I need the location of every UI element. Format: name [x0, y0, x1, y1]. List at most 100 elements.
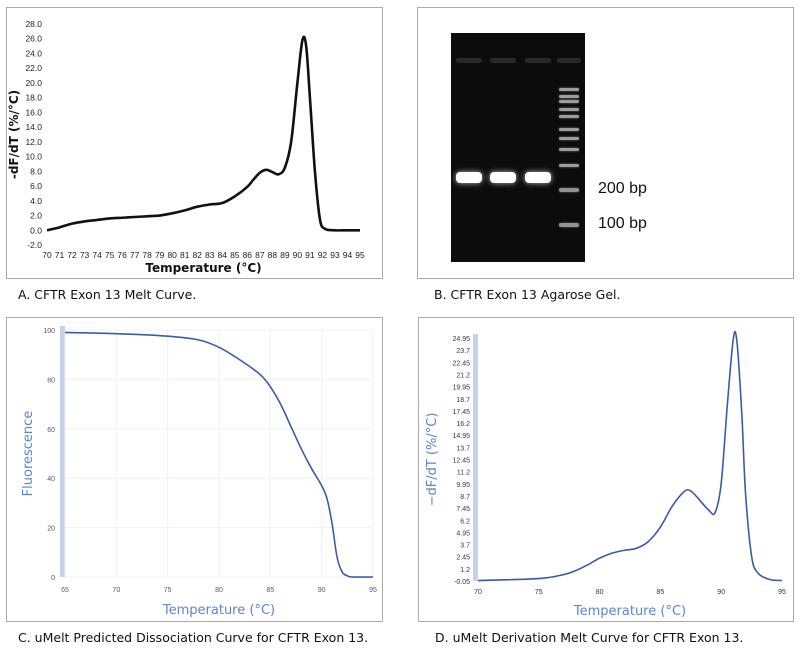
x-tick-label: 95 — [355, 250, 365, 260]
x-axis-label: Temperature (°C) — [573, 604, 686, 619]
x-tick-label: 77 — [130, 250, 140, 260]
y-tick-label: 80 — [47, 377, 55, 384]
y-tick-label: 0 — [51, 575, 55, 582]
y-tick-label: 18.0 — [25, 93, 42, 103]
ladder-band — [559, 88, 579, 91]
y-tick-label: 4.0 — [30, 196, 42, 206]
y-tick-label: 40 — [47, 476, 55, 483]
x-tick-label: 86 — [243, 250, 253, 260]
y-tick-label: 2.45 — [456, 555, 470, 562]
x-tick-label: 90 — [717, 589, 725, 596]
ladder-band — [559, 223, 579, 227]
x-tick-label: 85 — [266, 587, 274, 594]
y-tick-label: 60 — [47, 427, 55, 434]
y-tick-label: 14.0 — [25, 122, 42, 132]
y-axis-bar — [60, 326, 65, 577]
y-axis-label: −dF/dT (%/°C) — [425, 413, 440, 507]
caption-d: D. uMelt Derivation Melt Curve for CFTR … — [435, 630, 744, 645]
gel-well — [456, 58, 482, 63]
x-tick-label: 83 — [205, 250, 215, 260]
y-tick-label: 13.7 — [456, 445, 470, 452]
y-tick-label: 4.95 — [456, 530, 470, 537]
y-tick-label: 16.0 — [25, 107, 42, 117]
x-tick-label: 92 — [318, 250, 328, 260]
y-tick-label: 100 — [43, 328, 55, 335]
y-tick-label: 0.0 — [30, 225, 42, 235]
y-tick-label: -0.05 — [454, 579, 470, 586]
y-axis-bar — [473, 334, 478, 581]
y-tick-label: 23.7 — [456, 348, 470, 355]
marker-100bp-label: 100 bp — [598, 215, 647, 232]
y-tick-label: 1.2 — [460, 567, 470, 574]
x-tick-label: 78 — [142, 250, 152, 260]
y-tick-label: 20 — [47, 526, 55, 533]
y-tick-label: 22.0 — [25, 63, 42, 73]
x-tick-label: 82 — [193, 250, 203, 260]
x-tick-label: 79 — [155, 250, 165, 260]
y-tick-label: 6.2 — [460, 518, 470, 525]
y-tick-label: 19.95 — [452, 385, 470, 392]
sample-band — [525, 172, 551, 183]
x-tick-label: 80 — [167, 250, 177, 260]
y-tick-label: 24.0 — [25, 48, 42, 58]
panel-c-frame — [6, 317, 383, 622]
y-tick-label: 24.95 — [452, 336, 470, 343]
x-tick-label: 95 — [369, 587, 377, 594]
x-tick-label: 73 — [80, 250, 90, 260]
y-tick-label: 3.7 — [460, 543, 470, 550]
y-tick-label: 22.45 — [452, 360, 470, 367]
x-tick-label: 94 — [343, 250, 353, 260]
y-tick-label: 11.2 — [457, 470, 470, 477]
y-tick-label: 26.0 — [25, 34, 42, 44]
x-tick-label: 72 — [67, 250, 77, 260]
y-tick-label: 7.45 — [456, 506, 470, 513]
x-tick-label: 70 — [42, 250, 52, 260]
x-tick-label: 70 — [474, 589, 482, 596]
x-axis-label: Temperature (°C) — [145, 261, 261, 275]
x-tick-label: 75 — [164, 587, 172, 594]
y-tick-label: 14.95 — [452, 433, 470, 440]
ladder-band — [559, 115, 579, 118]
ladder-band — [559, 100, 579, 103]
x-tick-label: 91 — [305, 250, 315, 260]
panel-a-frame — [6, 7, 383, 279]
x-tick-label: 89 — [280, 250, 290, 260]
x-tick-label: 90 — [293, 250, 303, 260]
sample-band — [456, 172, 482, 183]
series-line — [64, 331, 374, 578]
y-tick-label: 17.45 — [452, 409, 470, 416]
ladder-band — [559, 108, 579, 111]
y-tick-label: 2.0 — [30, 211, 42, 221]
x-tick-label: 74 — [92, 250, 102, 260]
y-tick-label: 20.0 — [25, 78, 42, 88]
x-tick-label: 80 — [215, 587, 223, 594]
y-tick-label: 9.95 — [456, 482, 470, 489]
x-tick-label: 87 — [255, 250, 265, 260]
agarose-gel-image — [451, 33, 585, 262]
x-tick-label: 93 — [330, 250, 340, 260]
gel-well — [490, 58, 516, 63]
x-tick-label: 75 — [105, 250, 115, 260]
series-line — [477, 330, 783, 582]
x-tick-label: 65 — [61, 587, 69, 594]
x-tick-label: 88 — [268, 250, 278, 260]
y-tick-label: 8.7 — [460, 494, 470, 501]
ladder-band — [559, 148, 579, 151]
ladder-band — [559, 137, 579, 140]
x-axis-label: Temperature (°C) — [162, 603, 275, 618]
ladder-band — [559, 188, 579, 192]
x-tick-label: 81 — [180, 250, 190, 260]
panel-d-frame — [418, 317, 794, 622]
caption-c: C. uMelt Predicted Dissociation Curve fo… — [18, 630, 369, 645]
x-tick-label: 75 — [535, 589, 543, 596]
x-tick-label: 80 — [596, 589, 604, 596]
y-tick-label: 6.0 — [30, 181, 42, 191]
ladder-band — [559, 95, 579, 98]
y-tick-label: 12.0 — [25, 137, 42, 147]
y-axis-label: -dF/dT (%/°C) — [7, 90, 21, 179]
x-tick-label: 95 — [778, 589, 786, 596]
caption-a: A. CFTR Exon 13 Melt Curve. — [18, 287, 197, 302]
caption-b: B. CFTR Exon 13 Agarose Gel. — [434, 287, 621, 302]
x-tick-label: 84 — [218, 250, 228, 260]
